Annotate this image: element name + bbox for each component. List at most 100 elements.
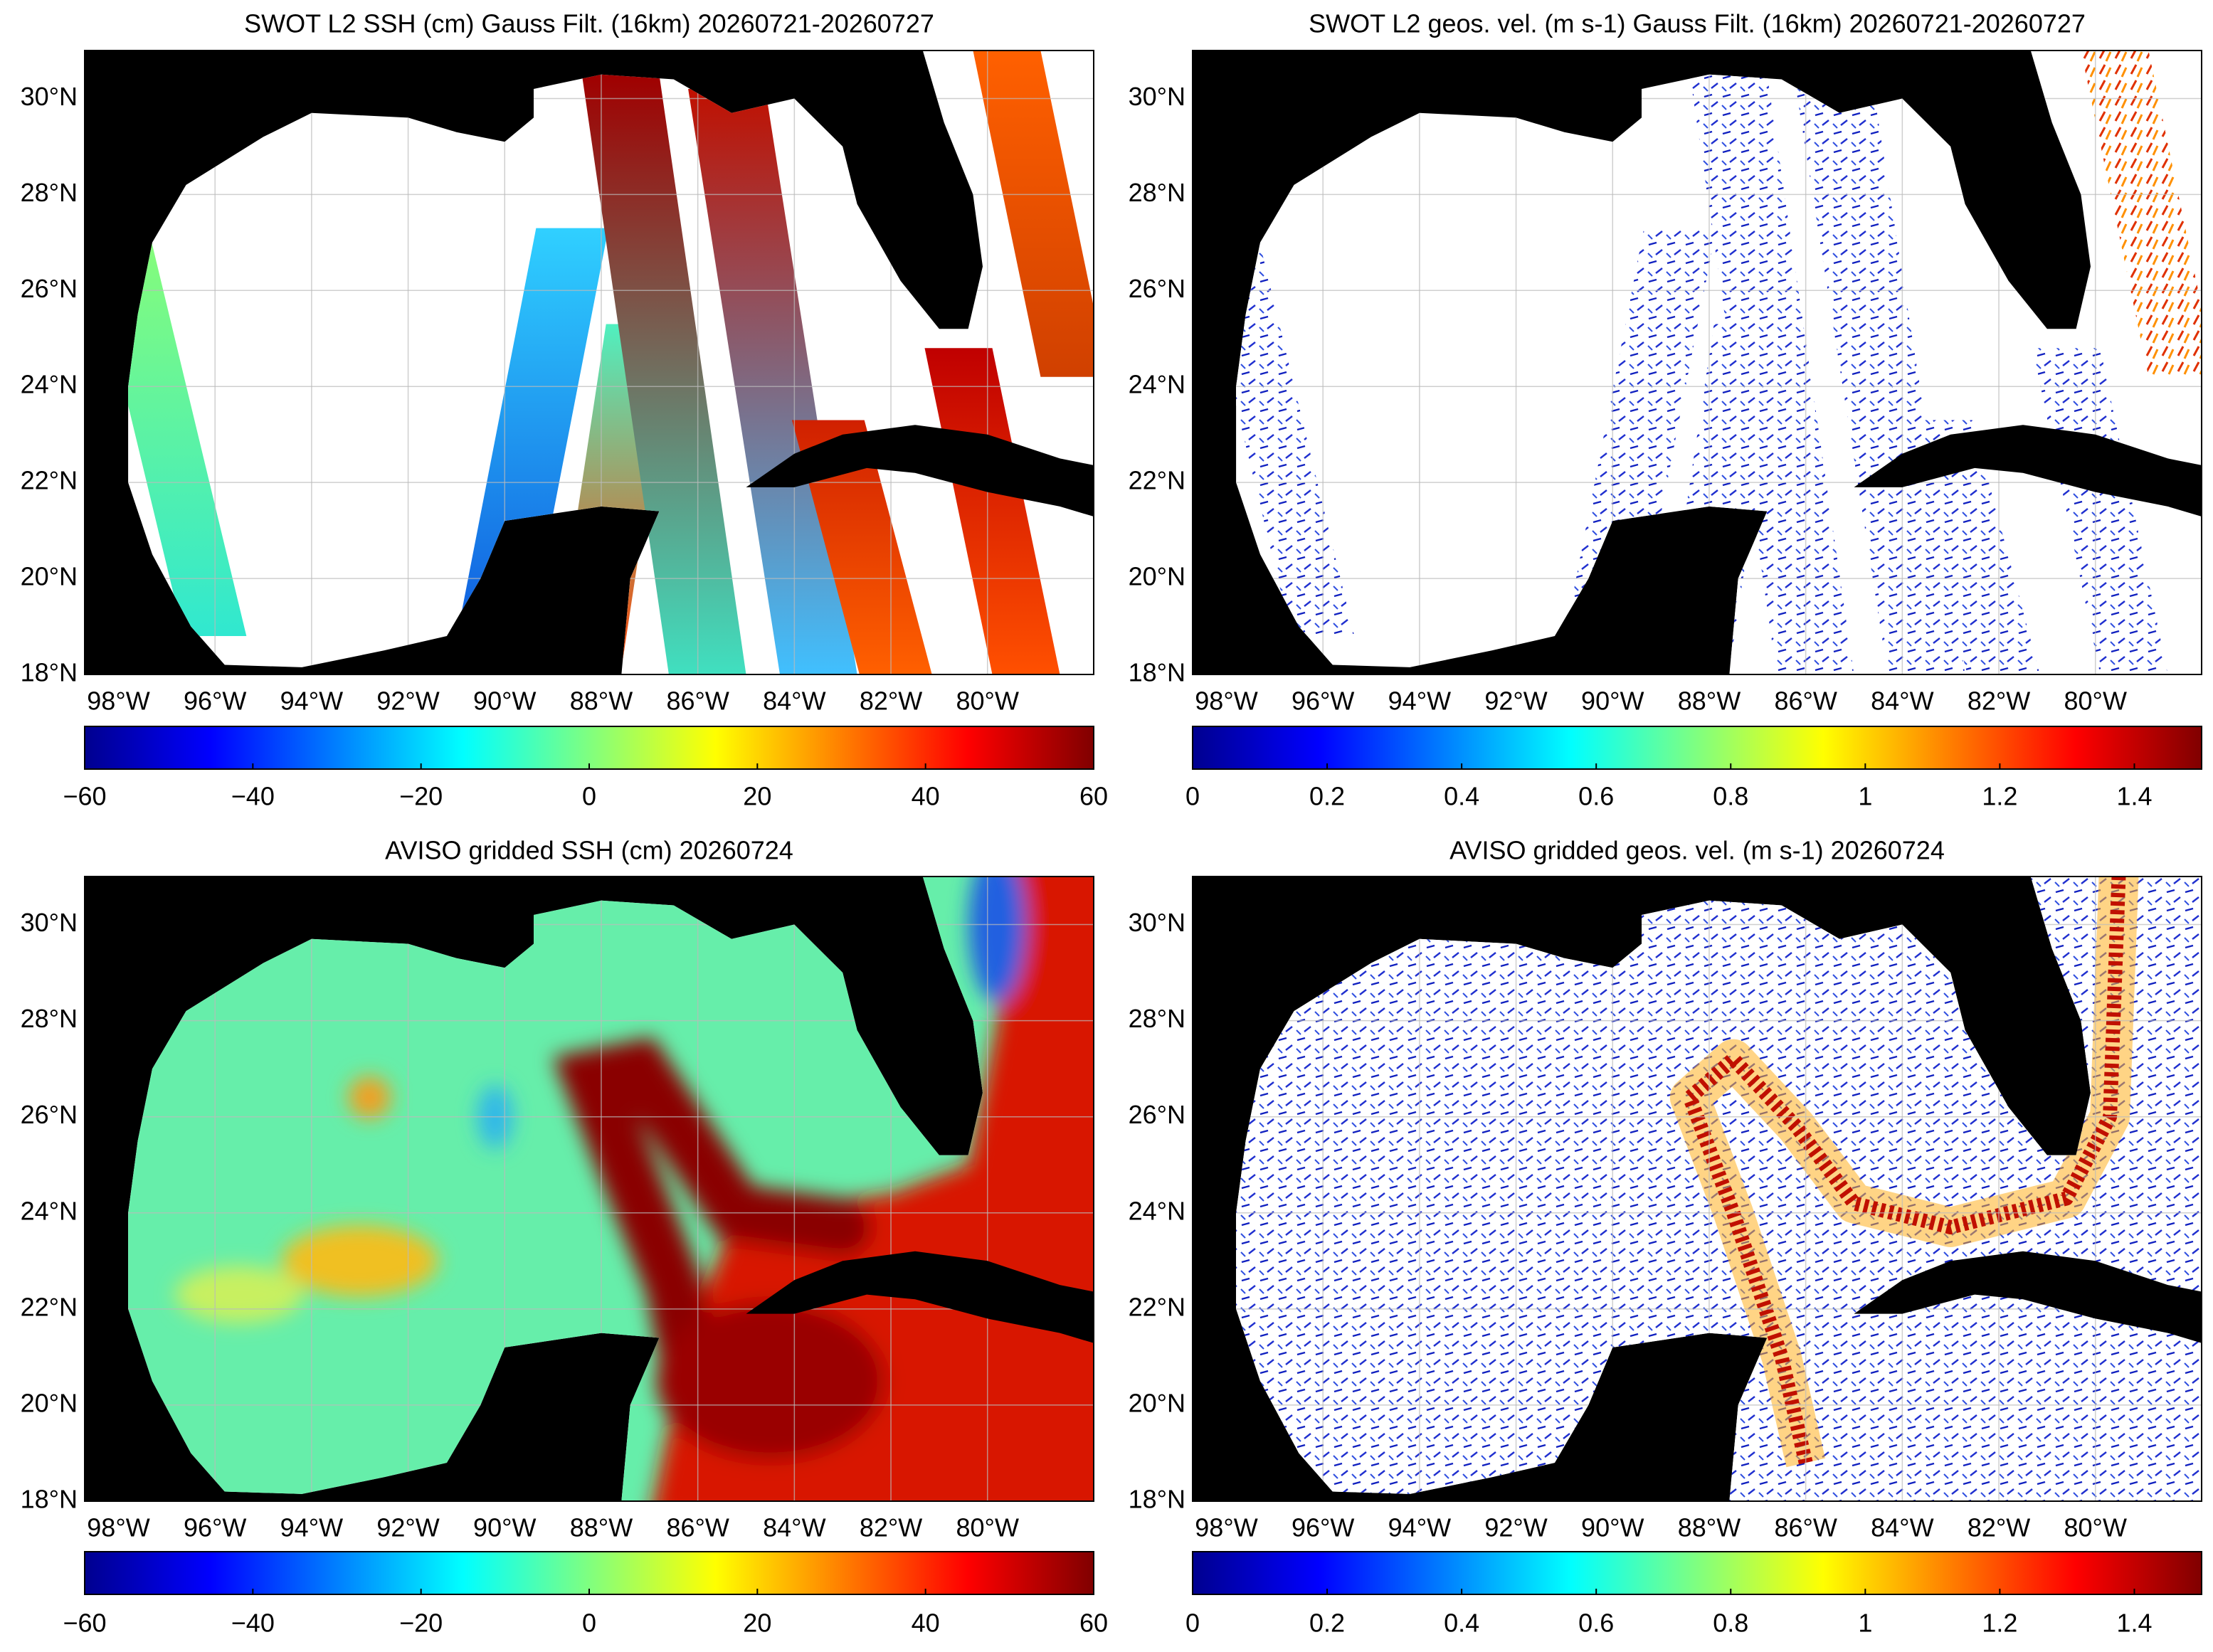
y-tick-label: 18°N: [1129, 658, 1185, 687]
map-area: [1193, 51, 2202, 674]
y-tick-label: 28°N: [1129, 178, 1185, 207]
colorbar: [84, 726, 1094, 770]
x-tick-label: 90°W: [473, 1513, 536, 1542]
map-title: AVISO gridded geos. vel. (m s-1) 2026072…: [1449, 836, 1945, 865]
colorbar-tick-label: 1.4: [2116, 1609, 2152, 1638]
swath: [2032, 348, 2168, 674]
x-tick-label: 80°W: [956, 687, 1019, 716]
colorbar-tick-label: 1.4: [2116, 782, 2152, 811]
x-tick-label: 96°W: [184, 687, 246, 716]
map-title: AVISO gridded SSH (cm) 20260724: [385, 836, 793, 865]
map-area: [85, 877, 1094, 1501]
colorbar: [1192, 1551, 2202, 1595]
ssh-high: [348, 1076, 391, 1119]
colorbar-tick-label: 1: [1858, 782, 1872, 811]
y-tick-label: 22°N: [1129, 1292, 1185, 1321]
x-tick-label: 82°W: [1968, 1513, 2030, 1542]
colorbar-tick-label: 0.6: [1578, 782, 1614, 811]
x-tick-label: 88°W: [570, 1513, 633, 1542]
x-tick-label: 98°W: [1195, 687, 1257, 716]
y-tick-label: 30°N: [1129, 82, 1185, 111]
map-frame: [1192, 876, 2202, 1502]
swath: [924, 348, 1060, 674]
y-tick-label: 28°N: [21, 1004, 78, 1033]
colorbar-tick-label: 20: [743, 1609, 771, 1638]
x-tick-label: 92°W: [376, 687, 439, 716]
swath: [458, 228, 609, 627]
colorbar-tick-label: −40: [231, 1609, 275, 1638]
swath: [2081, 51, 2202, 377]
ssh-high: [281, 1225, 438, 1297]
y-tick-label: 24°N: [1129, 1196, 1185, 1225]
map-area: [1193, 877, 2202, 1501]
swath: [1236, 194, 1355, 636]
x-tick-label: 94°W: [1388, 1513, 1451, 1542]
y-tick-label: 26°N: [1129, 1100, 1185, 1129]
x-tick-label: 90°W: [1581, 1513, 1644, 1542]
y-tick-label: 30°N: [1129, 908, 1185, 937]
swath: [973, 51, 1094, 377]
colorbar-tick-label: 0.6: [1578, 1609, 1614, 1638]
swath: [1566, 228, 1717, 627]
x-tick-label: 84°W: [1871, 687, 1933, 716]
swath: [128, 194, 247, 636]
x-tick-label: 94°W: [1388, 687, 1451, 716]
colorbar-tick-label: 1.2: [1982, 1609, 2017, 1638]
colorbar-tick-label: −20: [399, 782, 443, 811]
x-tick-label: 88°W: [1678, 687, 1741, 716]
x-tick-label: 92°W: [376, 1513, 439, 1542]
x-tick-label: 96°W: [184, 1513, 246, 1542]
y-tick-label: 22°N: [21, 466, 78, 495]
colorbar-tick-label: 0: [1185, 1609, 1200, 1638]
map-title: SWOT L2 geos. vel. (m s-1) Gauss Filt. (…: [1309, 9, 2086, 38]
colorbar-tick-label: 0.4: [1444, 782, 1479, 811]
colorbar-tick-label: 1: [1858, 1609, 1872, 1638]
y-tick-label: 30°N: [21, 908, 78, 937]
map-frame: [84, 50, 1094, 675]
colorbar-tick-label: 0: [582, 782, 596, 811]
ssh-high: [656, 1303, 884, 1460]
swath: [581, 74, 746, 674]
x-tick-label: 86°W: [666, 1513, 729, 1542]
colorbar-tick-label: 40: [912, 782, 940, 811]
cuba: [1854, 1251, 2202, 1343]
y-tick-label: 18°N: [21, 1485, 78, 1514]
ssh-high: [175, 1266, 304, 1323]
swath: [1796, 89, 1965, 674]
cuba: [746, 425, 1094, 517]
colorbar-tick-label: 60: [1079, 1609, 1108, 1638]
colorbar-tick-label: −20: [399, 1609, 443, 1638]
x-tick-label: 98°W: [87, 687, 149, 716]
colorbar-tick-label: 0.8: [1713, 1609, 1748, 1638]
colorbar-tick-label: 0.4: [1444, 1609, 1479, 1638]
cuba: [746, 1251, 1094, 1343]
ssh-features: [175, 877, 1094, 1501]
x-tick-label: 90°W: [1581, 687, 1644, 716]
y-tick-label: 18°N: [1129, 1485, 1185, 1514]
map-panel: AVISO gridded SSH (cm) 20260724 98°W 96°W 9…: [21, 836, 1108, 1638]
y-tick-label: 26°N: [1129, 274, 1185, 303]
colorbar: [1192, 726, 2202, 770]
y-tick-label: 20°N: [1129, 562, 1185, 591]
x-tick-label: 82°W: [860, 1513, 922, 1542]
x-tick-label: 88°W: [1678, 1513, 1741, 1542]
colorbar-tick-label: 0.2: [1309, 782, 1345, 811]
swath: [1689, 74, 1854, 674]
x-tick-label: 82°W: [1968, 687, 2030, 716]
loop-current: [552, 1037, 872, 1434]
y-tick-label: 24°N: [21, 1196, 78, 1225]
colorbar-tick-label: 0.8: [1713, 782, 1748, 811]
y-tick-label: 20°N: [1129, 1388, 1185, 1417]
colorbar-tick-label: 0.2: [1309, 1609, 1345, 1638]
x-tick-label: 84°W: [1871, 1513, 1933, 1542]
x-tick-label: 92°W: [1484, 1513, 1547, 1542]
colorbar-tick-label: 40: [912, 1609, 940, 1638]
swath: [1900, 420, 2040, 674]
loop-current: [1682, 877, 2127, 1465]
map-title: SWOT L2 SSH (cm) Gauss Filt. (16km) 2026…: [244, 9, 934, 38]
y-tick-label: 22°N: [21, 1292, 78, 1321]
colorbar-tick-label: −40: [231, 782, 275, 811]
x-tick-label: 86°W: [1774, 687, 1837, 716]
x-tick-label: 98°W: [87, 1513, 149, 1542]
x-tick-label: 82°W: [860, 687, 922, 716]
